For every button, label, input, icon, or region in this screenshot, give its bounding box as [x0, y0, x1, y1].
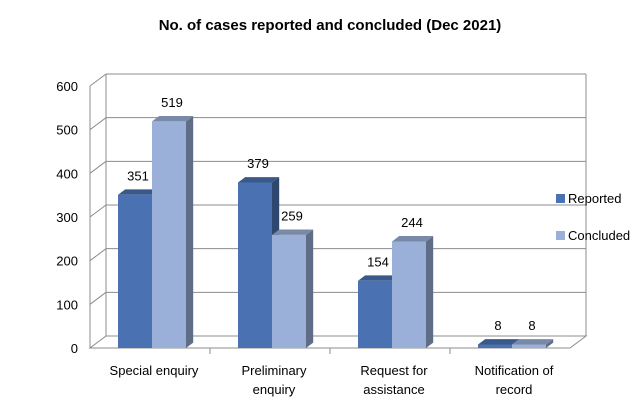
x-tick-label: Special enquiry — [110, 363, 199, 378]
legend-item-concluded: Concluded — [556, 228, 630, 243]
x-tick-label: Request for — [360, 363, 428, 378]
bar-side — [186, 115, 194, 348]
bar-front — [118, 194, 152, 348]
x-tick-label: assistance — [363, 382, 424, 397]
bar-concluded-1 — [272, 229, 314, 348]
bar-concluded-0 — [152, 115, 194, 349]
y-tick-label: 400 — [56, 166, 78, 181]
data-label: 519 — [161, 95, 183, 110]
y-tick-label: 600 — [56, 79, 78, 94]
bar-top — [152, 115, 194, 122]
chart-title: No. of cases reported and concluded (Dec… — [159, 17, 502, 34]
legend-swatch — [556, 194, 565, 203]
y-tick-label: 0 — [71, 341, 78, 356]
x-tick-label: enquiry — [253, 382, 296, 397]
legend-label: Concluded — [568, 228, 630, 243]
bar-top — [358, 275, 400, 281]
y-tick-label: 200 — [56, 254, 78, 269]
bar-top — [272, 229, 314, 235]
y-tick-label: 100 — [56, 297, 78, 312]
bar-front — [512, 344, 546, 348]
bar-front — [358, 280, 392, 348]
data-label: 154 — [367, 254, 389, 269]
y-tick-label: 500 — [56, 123, 78, 138]
bar-side — [306, 229, 314, 348]
data-label: 351 — [127, 168, 149, 183]
y-axis: 0 100 200 300 400 500 600 — [56, 79, 78, 356]
gridline-diagonal — [89, 291, 107, 305]
x-tick-label: record — [496, 382, 533, 397]
bar-front — [152, 121, 186, 349]
bars — [118, 115, 554, 349]
bar-front — [272, 234, 306, 348]
data-labels: 351 519 379 259 154 244 8 8 — [127, 95, 535, 333]
x-tick-label: Preliminary — [241, 363, 307, 378]
data-label: 379 — [247, 156, 269, 171]
gridline-diagonal — [89, 248, 107, 262]
x-axis: Special enquiry Preliminary enquiry Request… — [110, 348, 554, 397]
data-label: 244 — [401, 215, 423, 230]
bar-side — [426, 236, 434, 348]
bar-front — [238, 182, 272, 348]
legend-item-reported: Reported — [556, 191, 621, 206]
bar-top — [478, 339, 520, 345]
bar-front — [478, 344, 512, 348]
bar-top — [392, 236, 434, 242]
legend-swatch — [556, 231, 565, 240]
bar-top — [238, 177, 280, 183]
bar-top — [118, 189, 160, 195]
y-tick-label: 300 — [56, 210, 78, 225]
gridline-diagonal — [89, 160, 107, 174]
bar-concluded-3 — [512, 339, 554, 348]
data-label: 8 — [494, 318, 501, 333]
bar-side — [546, 339, 554, 348]
x-tick-label: Notification of — [475, 363, 554, 378]
bar-top — [512, 339, 554, 345]
legend: Reported Concluded — [556, 191, 630, 243]
bar-front — [392, 241, 426, 348]
gridline-diagonal — [89, 73, 107, 87]
gridline-diagonal — [89, 204, 107, 218]
data-label: 8 — [528, 318, 535, 333]
bar-concluded-2 — [392, 236, 434, 348]
gridline-diagonal — [89, 117, 107, 131]
data-label: 259 — [281, 209, 303, 224]
legend-label: Reported — [568, 191, 621, 206]
